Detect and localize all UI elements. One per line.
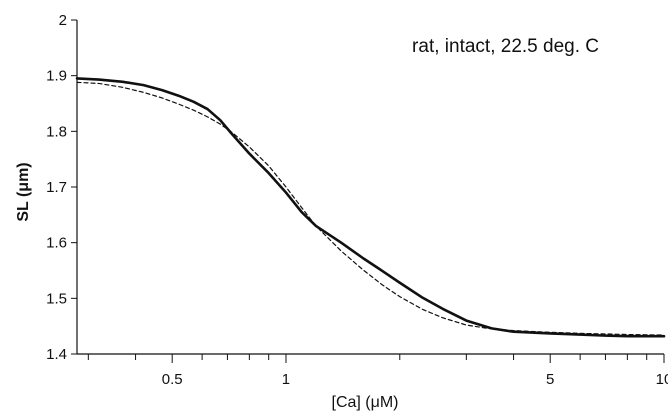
- x-tick-label: 0.5: [162, 371, 183, 388]
- chart-annotation: rat, intact, 22.5 deg. C: [412, 36, 599, 57]
- y-tick-label: 1.8: [46, 123, 67, 140]
- x-axis-title: [Ca] (μM): [332, 394, 399, 411]
- y-axis-title: SL (μm): [15, 162, 32, 221]
- x-tick-label: 1: [282, 371, 290, 388]
- x-tick-label: 10: [656, 371, 668, 388]
- y-tick-label: 1.9: [46, 68, 67, 85]
- solid-series-line: [75, 77, 666, 338]
- y-tick-label: 1.7: [46, 179, 67, 196]
- y-tick-label: 1.4: [46, 346, 67, 363]
- y-tick-label: 2: [59, 12, 67, 29]
- y-tick-label: 1.5: [46, 290, 67, 307]
- dashed-series-line: [76, 81, 665, 336]
- x-tick-label: 5: [546, 371, 554, 388]
- axes: 1.4 1.5 1.6 1.7 1.8 1.9 2 0.5 1 5 10: [46, 12, 668, 388]
- y-tick-label: 1.6: [46, 235, 67, 252]
- data-series: [75, 77, 666, 338]
